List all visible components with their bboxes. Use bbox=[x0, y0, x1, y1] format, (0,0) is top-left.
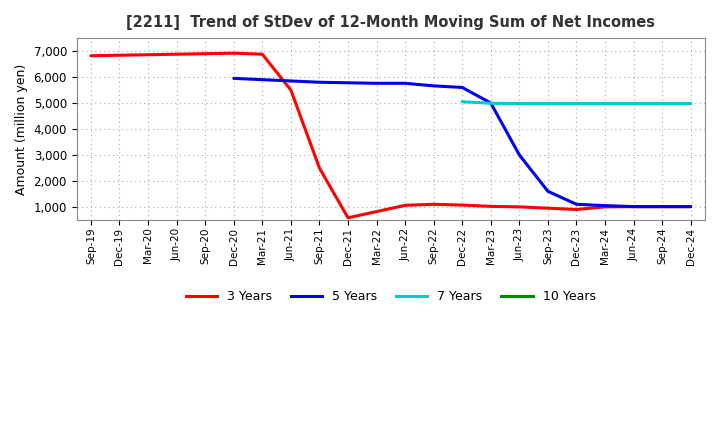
Legend: 3 Years, 5 Years, 7 Years, 10 Years: 3 Years, 5 Years, 7 Years, 10 Years bbox=[181, 285, 600, 308]
Title: [2211]  Trend of StDev of 12-Month Moving Sum of Net Incomes: [2211] Trend of StDev of 12-Month Moving… bbox=[126, 15, 655, 30]
Y-axis label: Amount (million yen): Amount (million yen) bbox=[15, 63, 28, 194]
